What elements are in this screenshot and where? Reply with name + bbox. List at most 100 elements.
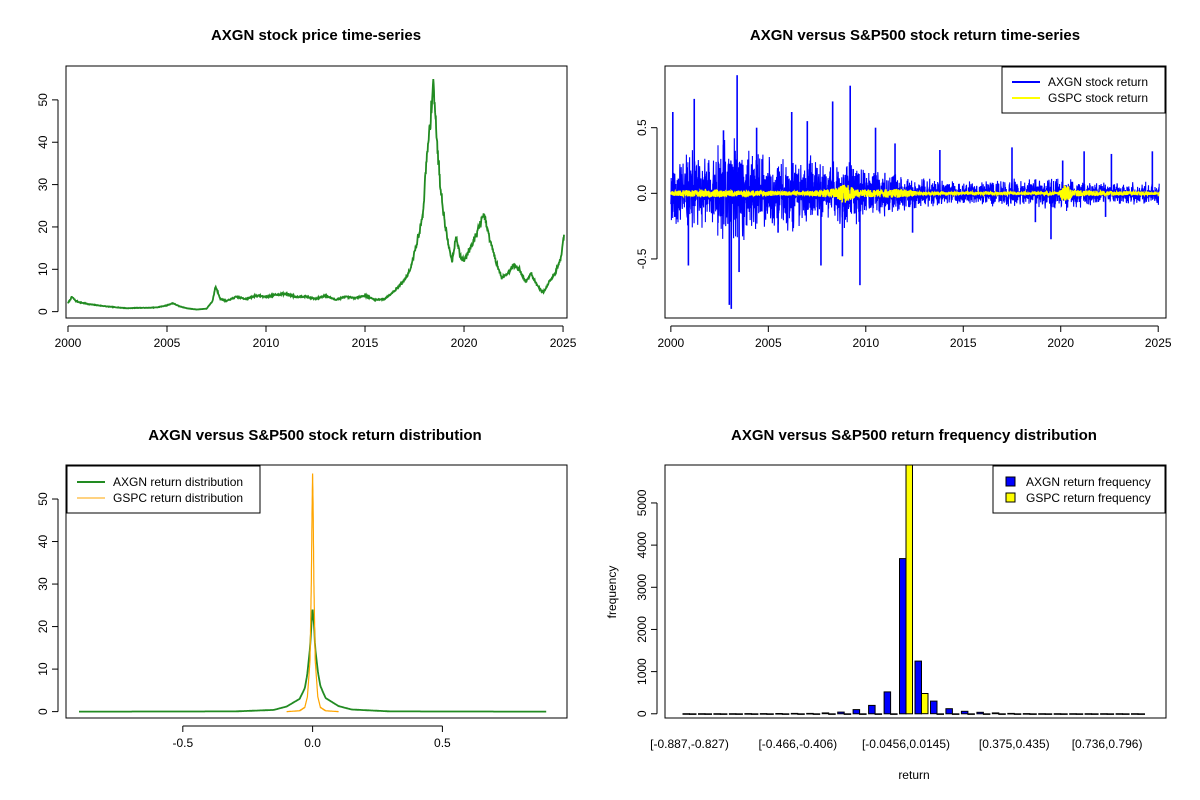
histogram-y-tick-label: 4000 [635,531,649,558]
histogram-legend: AXGN return frequency GSPC return freque… [992,465,1166,514]
gspc-frequency-bar [750,713,759,715]
histogram-y-tick-label: 0 [635,710,649,717]
axgn-frequency-bar [1038,713,1046,715]
gspc-frequency-bar [874,713,883,715]
histogram-y-tick-label: 1000 [635,658,649,685]
gspc-frequency-bar [859,713,867,715]
density-title: AXGN versus S&P500 stock return distribu… [148,427,481,444]
returns-x-tick-label: 2000 [657,336,684,350]
price-title: AXGN stock price time-series [211,27,421,44]
returns-y-tick-label: 0.0 [635,185,649,202]
returns-panel: AXGN versus S&P500 stock return time-ser… [635,27,1172,350]
gspc-frequency-bar [905,464,913,715]
histogram-title: AXGN versus S&P500 return frequency dist… [731,427,1097,444]
axgn-frequency-bar [883,691,892,715]
axgn-frequency-bar [914,660,922,715]
axgn-frequency-bar [744,713,752,715]
returns-x-tick-label: 2025 [1145,336,1172,350]
histogram-x-tick-label: [0.736,0.796) [1072,737,1143,751]
price-y-tick-label: 30 [36,178,50,192]
gspc-frequency-bar [689,713,697,715]
returns-title: AXGN versus S&P500 stock return time-ser… [750,27,1080,44]
histogram-x-tick-label: [-0.0456,0.0145) [862,737,950,751]
axgn-frequency-bar [945,708,953,715]
price-y-tick-label: 40 [36,135,50,149]
gspc-frequency-bar [781,713,790,715]
price-y-tick-label: 0 [36,308,50,315]
gspc-frequency-bar [1091,713,1099,715]
histogram-x-tick-label: [-0.887,-0.827) [650,737,729,751]
returns-x-tick-label: 2010 [852,336,879,350]
returns-x-tick-label: 2005 [755,336,782,350]
gspc-frequency-bar [1029,713,1037,715]
density-x-tick-label: -0.5 [172,736,193,750]
gspc-frequency-bar [1106,713,1115,715]
density-y-tick-label: 30 [36,577,50,591]
returns-y-tick-label: 0.5 [635,119,649,136]
axgn-frequency-bar [1100,713,1108,715]
price-x-tick-label: 2025 [550,336,577,350]
gspc-frequency-bar [921,693,929,715]
histogram-marks: 0 1000 2000 3000 4000 5000 [-0.887,-0.827) [-0.… [635,464,1145,751]
gspc-frequency-bar [936,713,944,715]
histogram-x-tick-label: [-0.466,-0.406) [758,737,837,751]
returns-legend: AXGN stock return GSPC stock return [1001,66,1166,114]
axgn-frequency-bar [991,712,1000,715]
axgn-return-line [670,138,1160,244]
gspc-frequency-bar [704,713,712,715]
price-line [67,79,565,311]
axgn-frequency-bar [790,712,799,715]
gspc-frequency-bar [998,713,1006,715]
density-panel: AXGN versus S&P500 stock return distribu… [36,427,568,750]
histogram-legend-label-gspc: GSPC return frequency [1026,491,1151,505]
price-y-tick-label: 50 [36,93,50,107]
gspc-return-line [670,184,1160,203]
gspc-frequency-bar [1060,713,1068,715]
returns-y-tick-label: -0.5 [635,248,649,269]
axgn-frequency-bar [1053,713,1062,715]
gspc-frequency-bar [1075,713,1084,715]
histogram-xlabel: return [898,768,929,782]
axgn-frequency-bar [1069,713,1077,715]
axgn-frequency-bar [1007,712,1015,715]
density-y-tick-label: 10 [36,662,50,676]
axgn-frequency-bar [852,709,861,715]
histogram-y-tick-label: 2000 [635,616,649,643]
histogram-legend-swatch-gspc [1005,492,1016,503]
axgn-frequency-bar [976,711,984,715]
histogram-plot-frame [664,464,1167,719]
price-x-tick-label: 2015 [352,336,379,350]
density-y-tick-label: 20 [36,620,50,634]
gspc-frequency-bar [890,713,898,715]
gspc-frequency-bar [766,713,774,715]
gspc-frequency-bar [812,713,821,715]
axgn-frequency-bar [682,713,690,715]
density-y-tick-label: 40 [36,535,50,549]
returns-legend-label-gspc: GSPC stock return [1048,91,1148,105]
gspc-frequency-bar [1122,713,1130,715]
returns-legend-label-axgn: AXGN stock return [1048,75,1148,89]
price-x-tick-label: 2005 [154,336,181,350]
gspc-frequency-bar [1137,713,1145,715]
price-x-tick-label: 2000 [55,336,82,350]
gspc-frequency-bar [797,713,805,715]
gspc-frequency-bar [982,713,991,715]
axgn-frequency-bar [759,713,768,715]
density-x-tick-label: 0.5 [434,736,451,750]
price-x-tick-label: 2010 [253,336,280,350]
gspc-frequency-bar [828,713,836,715]
histogram-panel: AXGN versus S&P500 return frequency dist… [605,427,1167,782]
gspc-frequency-bar [951,713,960,715]
returns-plot-frame [664,65,1167,319]
price-plot-frame [65,65,568,319]
axgn-frequency-bar [698,713,706,715]
axgn-frequency-bar [728,713,737,715]
density-legend: AXGN return distribution GSPC return dis… [66,465,261,514]
histogram-y-tick-label: 5000 [635,489,649,516]
price-x-tick-label: 2020 [451,336,478,350]
density-legend-box [66,465,261,514]
gspc-frequency-bar [1013,713,1022,715]
axgn-frequency-bar [1131,713,1139,715]
axgn-frequency-bar [899,558,907,715]
